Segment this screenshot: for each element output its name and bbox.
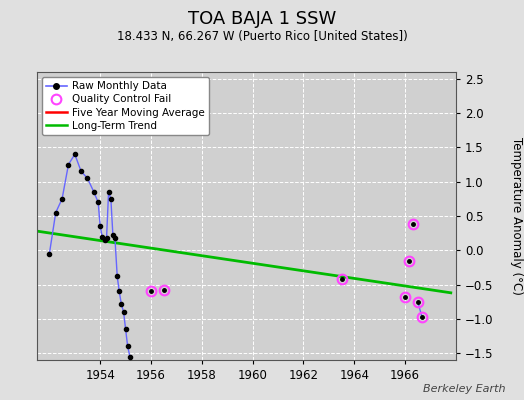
Legend: Raw Monthly Data, Quality Control Fail, Five Year Moving Average, Long-Term Tren: Raw Monthly Data, Quality Control Fail, … (42, 77, 209, 135)
Text: 18.433 N, 66.267 W (Puerto Rico [United States]): 18.433 N, 66.267 W (Puerto Rico [United … (117, 30, 407, 43)
Y-axis label: Temperature Anomaly (°C): Temperature Anomaly (°C) (510, 137, 523, 295)
Text: TOA BAJA 1 SSW: TOA BAJA 1 SSW (188, 10, 336, 28)
Text: Berkeley Earth: Berkeley Earth (423, 384, 506, 394)
